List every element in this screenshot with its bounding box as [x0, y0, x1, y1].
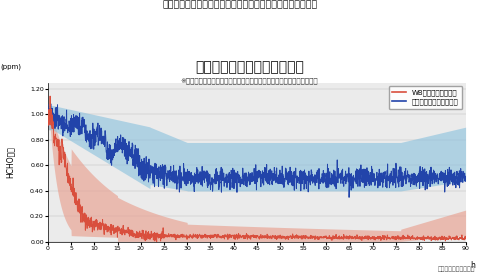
- Text: ホルムアルデヒドの時間変化: ホルムアルデヒドの時間変化: [195, 60, 304, 74]
- Text: ※ただし、両者とも窓を閉めきった状態で機械換気を使用していない。: ※ただし、両者とも窓を閉めきった状態で機械換気を使用していない。: [181, 77, 318, 84]
- Legend: WB工法（透湿気密）, 高気密工法（窒息気密）: WB工法（透湿気密）, 高気密工法（窒息気密）: [389, 86, 462, 109]
- Text: （データ／信州大学）: （データ／信州大学）: [438, 267, 475, 272]
- Text: h: h: [470, 261, 475, 270]
- Text: (ppm): (ppm): [0, 63, 21, 70]
- Text: HCHO濃度: HCHO濃度: [6, 146, 15, 178]
- Text: 《室内環境の目安となるホルムアルデヒド濃度の測定結果》: 《室内環境の目安となるホルムアルデヒド濃度の測定結果》: [162, 0, 318, 9]
